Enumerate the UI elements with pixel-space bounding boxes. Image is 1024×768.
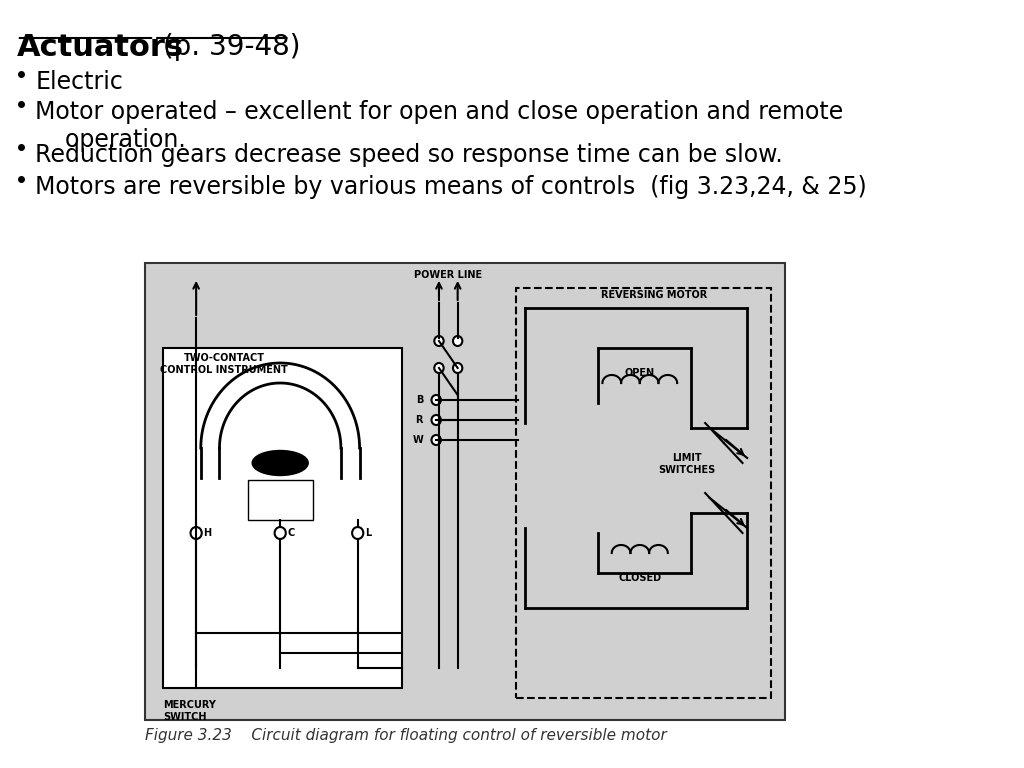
Text: B: B xyxy=(416,395,423,405)
Text: Reduction gears decrease speed so response time can be slow.: Reduction gears decrease speed so respon… xyxy=(36,143,783,167)
Text: REVERSING MOTOR: REVERSING MOTOR xyxy=(601,290,707,300)
Text: C: C xyxy=(288,528,295,538)
Circle shape xyxy=(453,363,462,373)
Text: Motor operated – excellent for open and close operation and remote
    operation: Motor operated – excellent for open and … xyxy=(36,100,844,152)
Text: Motors are reversible by various means of controls  (fig 3.23,24, & 25): Motors are reversible by various means o… xyxy=(36,175,867,199)
Text: POWER LINE: POWER LINE xyxy=(415,270,482,280)
Text: W: W xyxy=(413,435,423,445)
Circle shape xyxy=(431,395,441,405)
Circle shape xyxy=(190,527,202,539)
Text: Actuators: Actuators xyxy=(16,33,184,62)
Circle shape xyxy=(434,336,443,346)
Text: TWO-CONTACT
CONTROL INSTRUMENT: TWO-CONTACT CONTROL INSTRUMENT xyxy=(161,353,288,375)
Text: CLOSED: CLOSED xyxy=(618,573,662,583)
Circle shape xyxy=(352,527,364,539)
Circle shape xyxy=(453,336,462,346)
Text: H: H xyxy=(204,528,212,538)
Circle shape xyxy=(431,435,441,445)
Text: OPEN: OPEN xyxy=(625,368,654,378)
FancyBboxPatch shape xyxy=(144,263,784,720)
Text: MERCURY
SWITCH: MERCURY SWITCH xyxy=(164,700,216,722)
Circle shape xyxy=(274,527,286,539)
Text: R: R xyxy=(416,415,423,425)
Bar xyxy=(164,348,401,688)
Ellipse shape xyxy=(252,451,308,475)
Text: L: L xyxy=(366,528,372,538)
Text: LIMIT
SWITCHES: LIMIT SWITCHES xyxy=(657,453,715,475)
Bar xyxy=(516,288,770,698)
Bar xyxy=(248,480,313,520)
Text: Figure 3.23    Circuit diagram for floating control of reversible motor: Figure 3.23 Circuit diagram for floating… xyxy=(144,728,667,743)
Text: Electric: Electric xyxy=(36,70,123,94)
Circle shape xyxy=(431,415,441,425)
Text: (p. 39-48): (p. 39-48) xyxy=(154,33,301,61)
Circle shape xyxy=(434,363,443,373)
